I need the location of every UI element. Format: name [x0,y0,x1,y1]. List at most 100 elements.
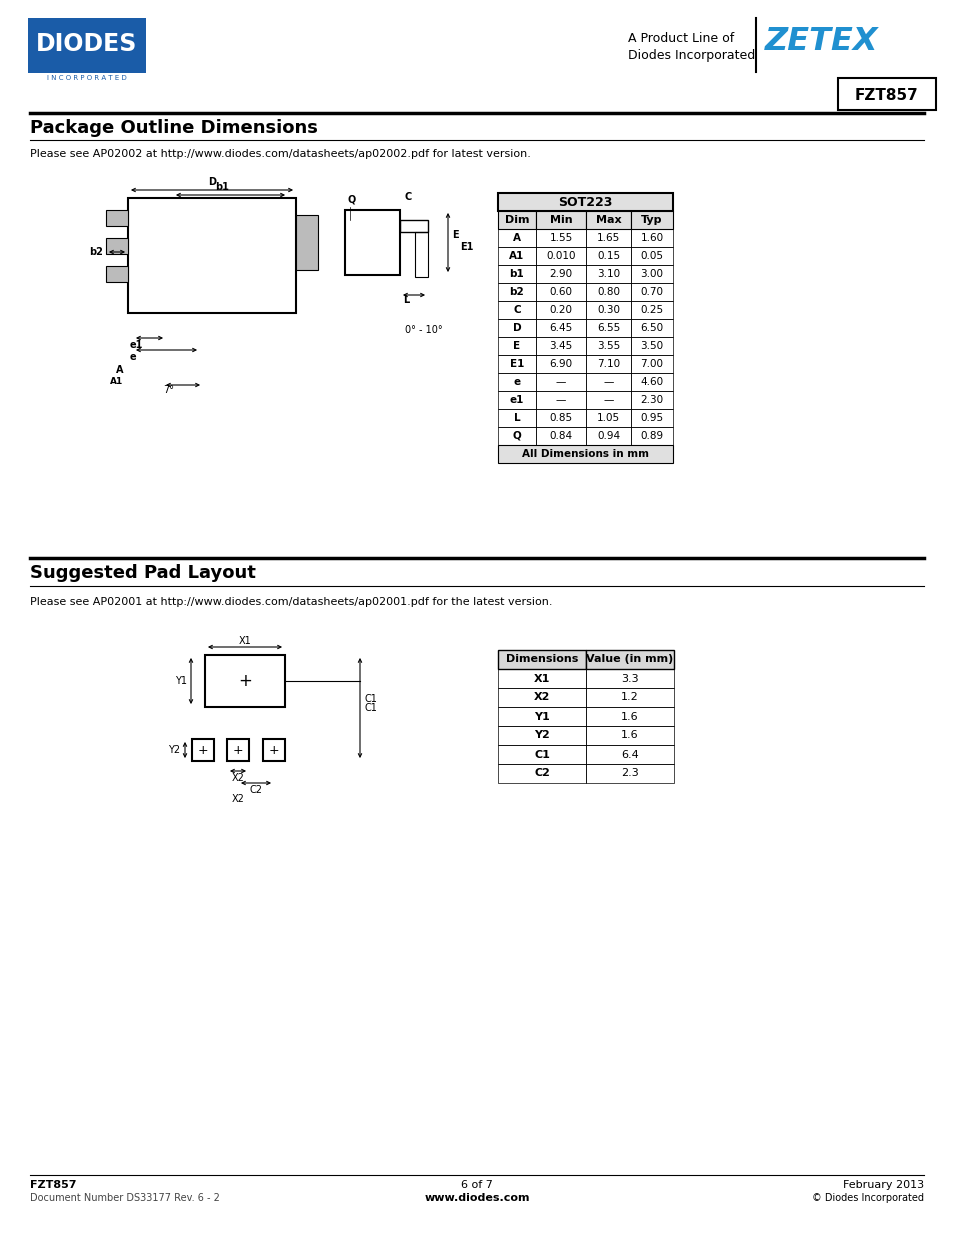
Bar [497,427,536,445]
Text: 1.2: 1.2 [620,693,639,703]
Text: +: + [197,743,208,757]
Text: X2: X2 [232,773,244,783]
Text: 2.3: 2.3 [620,768,639,778]
Text: +: + [269,743,279,757]
Text: 3.55: 3.55 [597,341,619,351]
Bar [205,655,285,706]
Bar [497,211,536,228]
Text: C2: C2 [250,785,262,795]
Text: I N C O R P O R A T E D: I N C O R P O R A T E D [47,75,127,82]
Text: February 2013: February 2013 [842,1179,923,1191]
Text: X1: X1 [238,636,251,646]
Bar [497,337,536,354]
Text: +: + [238,672,252,690]
Bar [497,193,672,211]
Bar [585,745,673,764]
Bar [585,228,630,247]
Bar [585,669,673,688]
Text: C1: C1 [534,750,549,760]
Bar [630,319,672,337]
Text: 3.50: 3.50 [639,341,663,351]
Bar [536,228,585,247]
Bar [837,78,935,110]
Text: 1.05: 1.05 [597,412,619,424]
Bar [497,706,585,726]
Text: 0.25: 0.25 [639,305,663,315]
Text: 0.60: 0.60 [549,287,572,296]
Bar [630,373,672,391]
Text: —: — [602,395,613,405]
Text: C1: C1 [365,703,377,713]
Bar [28,19,146,73]
Text: A1: A1 [509,251,524,261]
Bar [585,266,630,283]
Text: e: e [513,377,520,387]
Text: D: D [208,177,215,186]
Text: D: D [512,324,520,333]
Text: A1: A1 [110,378,123,387]
Bar [585,391,630,409]
Bar [497,650,585,669]
Bar [192,739,213,761]
Text: 6.50: 6.50 [639,324,663,333]
Bar [630,391,672,409]
Bar [585,283,630,301]
Text: Y1: Y1 [534,711,549,721]
Bar [399,220,428,232]
Bar [263,739,285,761]
Bar [630,247,672,266]
Bar [345,210,399,275]
Text: 0.05: 0.05 [639,251,662,261]
Bar [585,726,673,745]
Bar [497,688,585,706]
Bar [585,688,673,706]
Text: 6.4: 6.4 [620,750,639,760]
Text: —: — [556,395,565,405]
Bar [585,337,630,354]
Text: Y1: Y1 [174,676,187,685]
Text: E1: E1 [459,242,473,252]
Text: 2.90: 2.90 [549,269,572,279]
Text: 3.10: 3.10 [597,269,619,279]
Text: 7.10: 7.10 [597,359,619,369]
Bar [630,211,672,228]
Text: www.diodes.com: www.diodes.com [424,1193,529,1203]
Text: 0.84: 0.84 [549,431,572,441]
Bar [497,391,536,409]
Text: L: L [402,295,409,305]
Text: X2: X2 [232,794,244,804]
Bar [536,354,585,373]
Bar [497,228,536,247]
Text: 7°: 7° [163,385,173,395]
Text: 1.6: 1.6 [620,711,639,721]
Text: e1: e1 [130,340,143,350]
Bar [630,266,672,283]
Text: Please see AP02001 at http://www.diodes.com/datasheets/ap02001.pdf for the lates: Please see AP02001 at http://www.diodes.… [30,597,552,606]
Bar [106,238,128,254]
Text: C2: C2 [534,768,549,778]
Bar [536,283,585,301]
Bar [585,650,673,669]
Text: +: + [233,743,243,757]
Text: A Product Line of: A Product Line of [627,32,734,44]
Bar [106,210,128,226]
Bar [497,301,536,319]
Bar [585,211,630,228]
Text: 3.3: 3.3 [620,673,639,683]
Text: C: C [513,305,520,315]
Text: b1: b1 [509,269,524,279]
Text: 0.80: 0.80 [597,287,619,296]
Text: Typ: Typ [640,215,662,225]
Text: C1: C1 [365,694,377,704]
Text: 4.60: 4.60 [639,377,663,387]
Text: X1: X1 [534,673,550,683]
Text: Min: Min [549,215,572,225]
Text: A: A [513,233,520,243]
Text: e1: e1 [509,395,523,405]
Text: © Diodes Incorporated: © Diodes Incorporated [811,1193,923,1203]
Bar [497,319,536,337]
Text: 1.55: 1.55 [549,233,572,243]
Text: 7.00: 7.00 [639,359,662,369]
Text: FZT857: FZT857 [854,89,918,104]
Text: 0.94: 0.94 [597,431,619,441]
